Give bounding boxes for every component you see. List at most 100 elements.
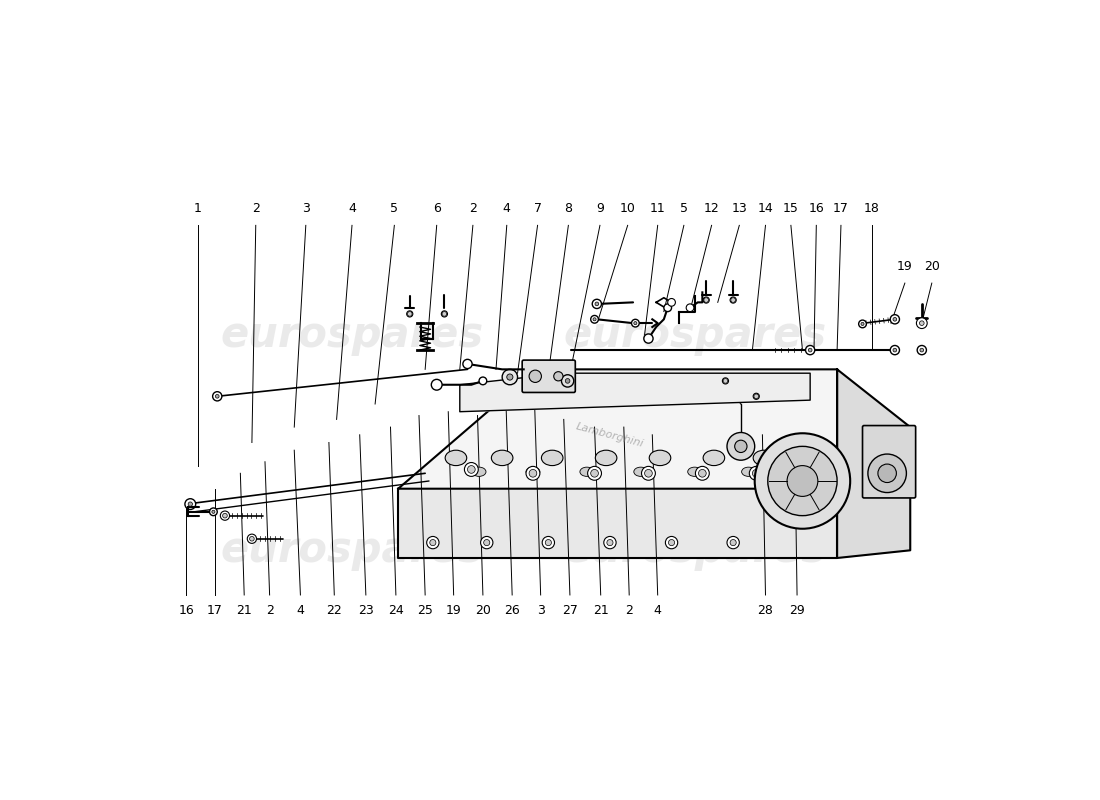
Circle shape [592,299,602,309]
Circle shape [220,511,230,520]
Text: 22: 22 [327,604,342,618]
Circle shape [730,297,736,303]
Circle shape [663,304,671,312]
Text: 4: 4 [297,604,305,618]
Text: 6: 6 [432,202,441,215]
Text: 7: 7 [534,202,541,215]
Ellipse shape [649,450,671,466]
Text: 20: 20 [924,260,939,273]
Circle shape [634,322,637,325]
Circle shape [890,314,900,324]
Ellipse shape [446,450,466,466]
Circle shape [808,348,812,352]
Circle shape [529,470,537,477]
Circle shape [917,346,926,354]
Circle shape [442,311,447,316]
Circle shape [431,379,442,390]
Polygon shape [460,373,810,412]
Circle shape [645,470,652,477]
Text: 21: 21 [236,604,252,618]
Ellipse shape [754,450,774,466]
Text: 4: 4 [653,604,661,618]
Circle shape [565,378,570,383]
Circle shape [407,311,412,317]
Ellipse shape [526,467,540,476]
Circle shape [735,440,747,453]
FancyBboxPatch shape [862,426,915,498]
Text: eurospares: eurospares [563,530,826,571]
Circle shape [752,470,760,477]
Ellipse shape [472,467,486,476]
Circle shape [427,537,439,549]
Circle shape [754,394,759,399]
Circle shape [468,466,475,474]
Circle shape [686,304,694,312]
Circle shape [507,374,513,380]
Circle shape [755,434,850,529]
Circle shape [805,346,815,354]
Circle shape [727,537,739,549]
Circle shape [890,346,900,354]
Polygon shape [837,370,911,558]
Circle shape [222,514,228,518]
Circle shape [188,502,192,506]
Circle shape [185,498,196,510]
Text: 27: 27 [562,604,578,618]
Text: 2: 2 [266,604,274,618]
Circle shape [669,539,674,546]
Circle shape [464,462,478,476]
Circle shape [698,470,706,477]
Circle shape [430,539,436,546]
Text: 17: 17 [207,604,223,618]
Polygon shape [398,489,837,558]
Circle shape [250,537,254,541]
Text: eurospares: eurospares [563,314,826,356]
Circle shape [463,359,472,369]
Circle shape [529,370,541,382]
Circle shape [587,466,602,480]
Circle shape [730,539,736,546]
Circle shape [591,470,598,477]
Circle shape [788,466,818,496]
Text: 9: 9 [596,202,604,215]
Circle shape [916,318,927,329]
Circle shape [481,537,493,549]
Text: 28: 28 [758,604,773,618]
Circle shape [607,539,613,546]
Text: 5: 5 [390,202,398,215]
Text: 3: 3 [537,604,544,618]
Circle shape [502,370,518,385]
Circle shape [595,302,598,306]
Ellipse shape [688,467,702,476]
Polygon shape [398,370,837,489]
Circle shape [644,334,653,343]
Circle shape [920,348,924,352]
Text: 25: 25 [417,604,433,618]
Text: 29: 29 [789,604,805,618]
Circle shape [749,466,763,480]
Circle shape [768,446,837,516]
Text: 5: 5 [680,202,688,215]
Text: 19: 19 [446,604,462,618]
Text: 12: 12 [704,202,719,215]
Circle shape [441,311,448,317]
Text: 24: 24 [388,604,404,618]
Circle shape [703,297,710,303]
Circle shape [216,394,219,398]
Circle shape [561,374,574,387]
Text: 18: 18 [864,202,880,215]
Circle shape [893,318,896,321]
Text: 21: 21 [593,604,608,618]
Ellipse shape [541,450,563,466]
Circle shape [666,537,678,549]
Ellipse shape [741,467,756,476]
Text: 15: 15 [783,202,799,215]
Text: 26: 26 [504,604,520,618]
Text: 13: 13 [732,202,747,215]
Circle shape [248,534,256,543]
Text: eurospares: eurospares [220,530,484,571]
Text: 3: 3 [301,202,310,215]
Ellipse shape [595,450,617,466]
Text: 8: 8 [564,202,572,215]
Text: 4: 4 [348,202,356,215]
